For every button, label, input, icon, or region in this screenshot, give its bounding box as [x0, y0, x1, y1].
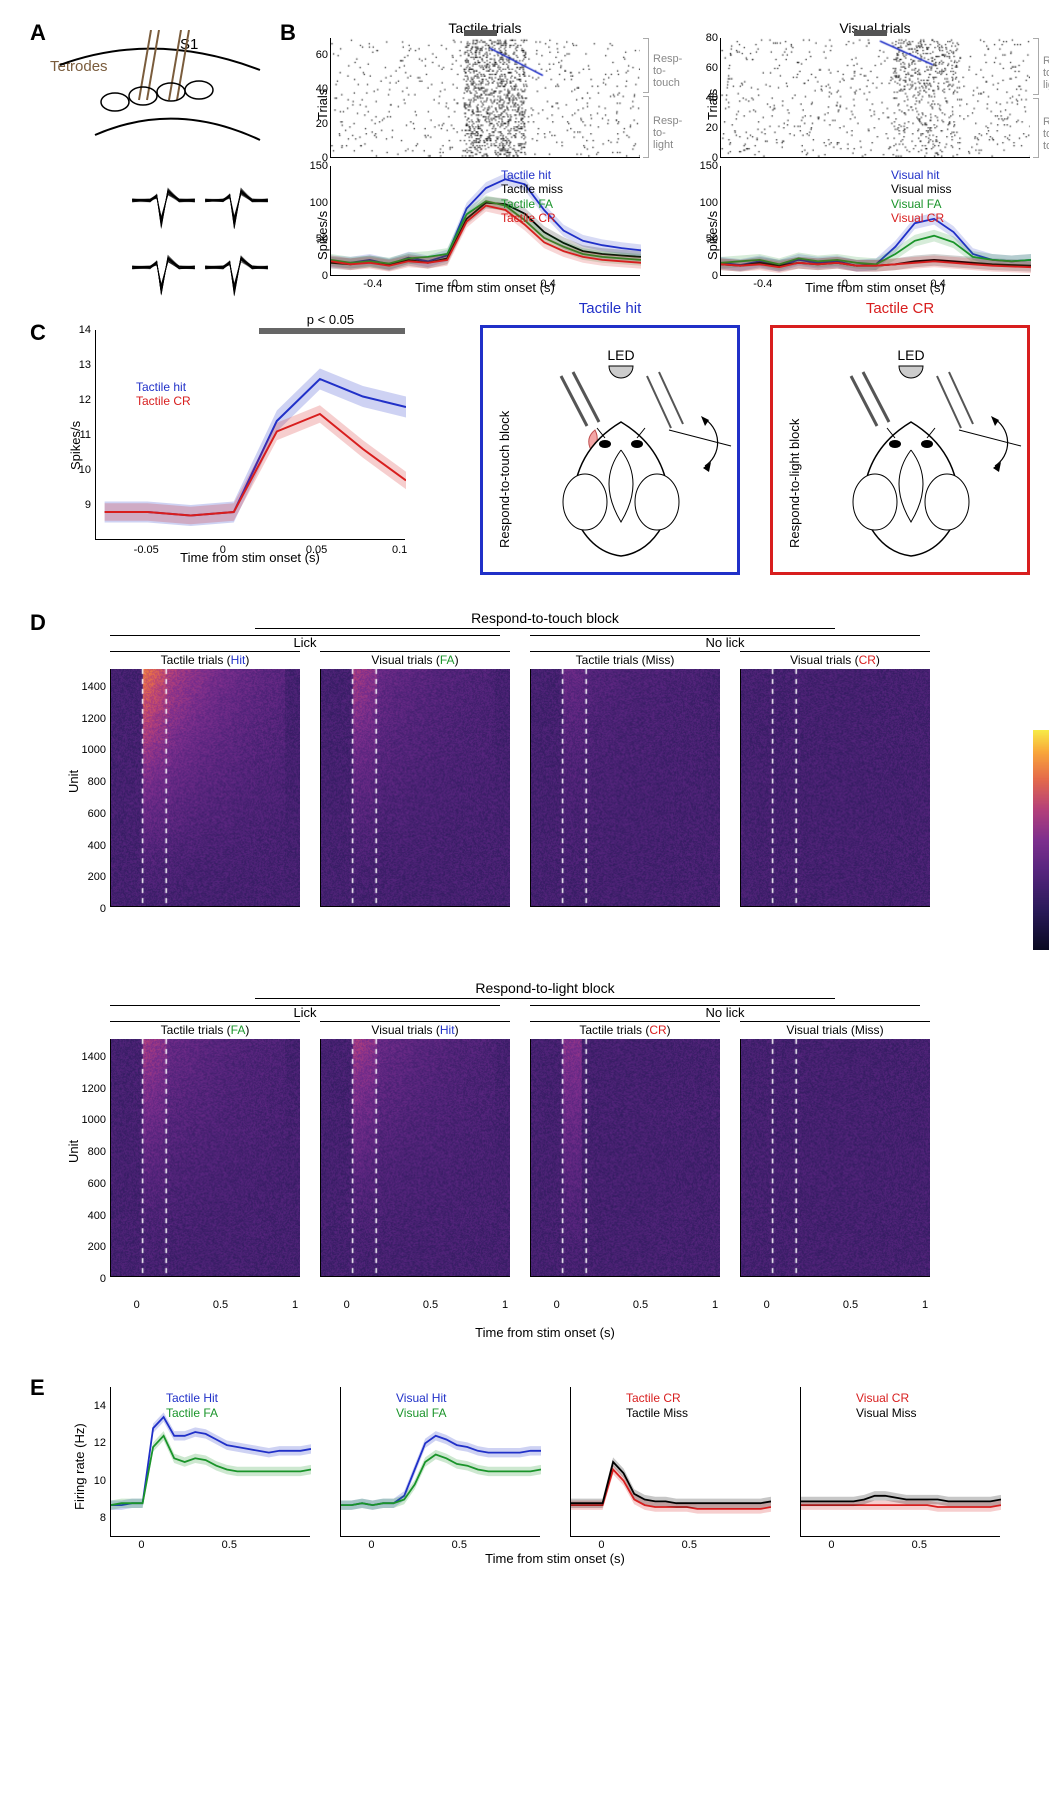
- panel-label-b: B: [280, 20, 296, 46]
- b-ylabel-spikes2: Spikes/s: [705, 211, 720, 260]
- waveform-grid: [130, 170, 270, 290]
- waveform-2: [203, 170, 270, 231]
- c-plot: 91011121314-0.0500.050.1Tactile hitTacti…: [95, 330, 405, 540]
- c-hit-schematic: Tactile hit Respond-to-touch block LED: [480, 325, 740, 575]
- panel-e: Firing rate (Hz) 810121400.5Tactile HitT…: [50, 1375, 1040, 1575]
- panel-label-c: C: [30, 320, 46, 346]
- waveform-4: [203, 237, 270, 298]
- svg-text:LED: LED: [897, 347, 924, 363]
- waveform-1: [130, 170, 197, 231]
- panel-label-d: D: [30, 610, 46, 636]
- panel-label-a: A: [30, 20, 46, 46]
- svg-text:LED: LED: [607, 347, 634, 363]
- c-hit-title: Tactile hit: [483, 300, 737, 317]
- e-ylabel: Firing rate (Hz): [72, 1423, 87, 1510]
- b-ylabel-trials2: Trials: [705, 89, 720, 120]
- b-ylabel-spikes: Spikes/s: [315, 211, 330, 260]
- b-ylabel-trials: Trials: [315, 89, 330, 120]
- b-tactile-raster: 0204060Resp-to-touchResp-to-light: [330, 38, 640, 158]
- b-visual-raster: 020406080Resp-to-lightResp-to-touch: [720, 38, 1030, 158]
- panel-d: Respond-to-touch block Lick No lickTacti…: [50, 610, 1040, 1370]
- c-xlabel: Time from stim onset (s): [95, 550, 405, 565]
- b-visual-psth: 050100150-0.400.4Visual hitVisual missVi…: [720, 166, 1030, 276]
- panel-label-e: E: [30, 1375, 45, 1401]
- waveform-3: [130, 237, 197, 298]
- c-cr-title: Tactile CR: [773, 300, 1027, 317]
- panel-b: Tactile trials 0204060Resp-to-touchResp-…: [300, 20, 1049, 310]
- panel-c: Spikes/s 91011121314-0.0500.050.1Tactile…: [50, 320, 1040, 600]
- d-colorbar: -4-20246810 Z-score: [1033, 730, 1049, 950]
- c-cr-schematic: Tactile CR Respond-to-light block LED: [770, 325, 1030, 575]
- b-tactile-psth: 050100150-0.400.4Tactile hitTactile miss…: [330, 166, 640, 276]
- panel-a: Tetrodes S1: [50, 20, 270, 300]
- tetrode-diagram: [55, 30, 265, 170]
